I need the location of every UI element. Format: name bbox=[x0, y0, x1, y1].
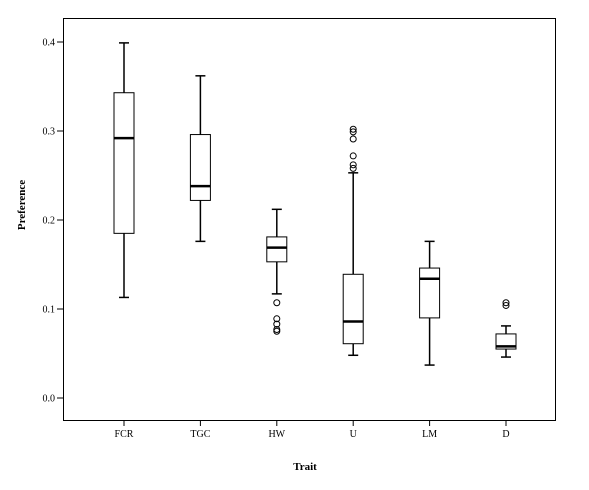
y-axis-ticks: 0.0 0.1 0.2 0.3 0.4 bbox=[43, 38, 64, 405]
outlier-point bbox=[502, 301, 510, 309]
y-tick-label: 0.2 bbox=[43, 216, 56, 227]
x-tick-label: D bbox=[502, 429, 509, 440]
y-tick-label: 0.3 bbox=[43, 127, 56, 138]
iqr-box bbox=[419, 267, 441, 319]
outlier-point bbox=[349, 135, 357, 143]
box-fcr bbox=[113, 42, 135, 299]
outlier-point bbox=[349, 164, 357, 172]
y-tick-label: 0.4 bbox=[43, 38, 56, 49]
outlier-point bbox=[349, 125, 357, 133]
boxes-layer bbox=[113, 42, 517, 366]
outlier-point bbox=[349, 161, 357, 169]
outlier-point bbox=[349, 128, 357, 136]
outlier-point bbox=[273, 315, 281, 323]
outlier-point bbox=[349, 152, 357, 160]
x-axis-ticks: FCR TGC HW U LM D bbox=[115, 420, 510, 440]
x-axis-title: Trait bbox=[293, 461, 317, 473]
outlier-point bbox=[273, 320, 281, 328]
box-u bbox=[342, 125, 364, 357]
box-d bbox=[495, 299, 517, 358]
iqr-box bbox=[113, 92, 135, 234]
iqr-box bbox=[342, 273, 364, 345]
iqr-box bbox=[266, 236, 288, 263]
outlier-point bbox=[273, 327, 281, 335]
iqr-box bbox=[189, 134, 211, 201]
box-lm bbox=[419, 240, 441, 366]
x-tick-label: HW bbox=[268, 429, 285, 440]
x-tick-label: LM bbox=[422, 429, 437, 440]
x-tick-label: FCR bbox=[115, 429, 134, 440]
outlier-point bbox=[273, 299, 281, 307]
y-tick-label: 0.1 bbox=[43, 305, 56, 316]
box-tgc bbox=[189, 75, 211, 243]
y-tick-label: 0.0 bbox=[43, 394, 56, 405]
plot-frame bbox=[63, 18, 556, 421]
x-tick-label: U bbox=[350, 429, 358, 440]
box-hw bbox=[266, 208, 288, 335]
y-axis-title: Preference bbox=[16, 180, 28, 230]
x-tick-label: TGC bbox=[190, 429, 210, 440]
outlier-point bbox=[502, 299, 510, 307]
